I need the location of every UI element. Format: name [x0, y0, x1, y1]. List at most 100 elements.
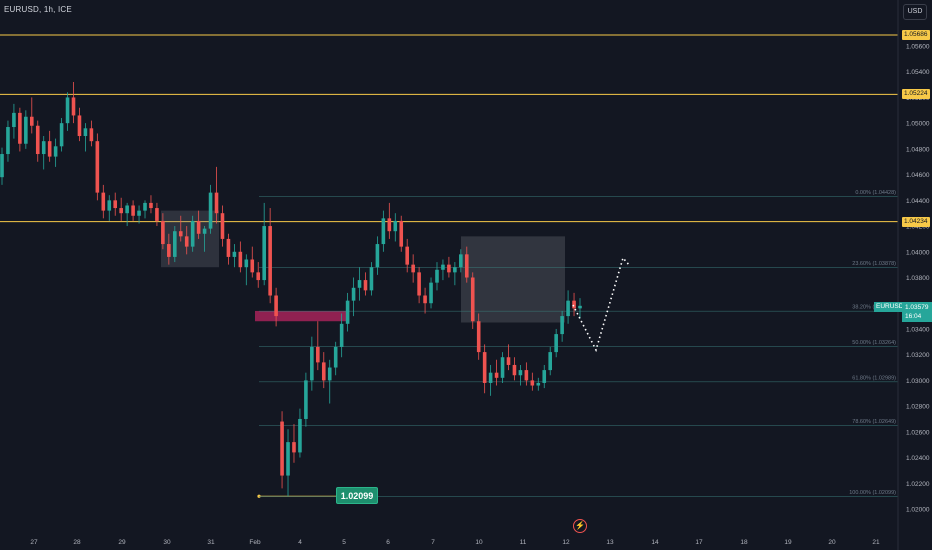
candle-body: [125, 205, 129, 214]
candle: [542, 364, 547, 389]
candle-body: [143, 202, 147, 211]
candle: [286, 429, 290, 497]
fib-level-label: 100.00% (1.02099): [849, 490, 896, 496]
candle: [441, 259, 445, 281]
candle-body: [53, 146, 58, 157]
candle-body: [351, 287, 356, 301]
candle-body: [339, 323, 344, 347]
candle: [369, 262, 374, 296]
candle: [572, 292, 576, 317]
symbol-tag: EURUSD: [874, 302, 906, 312]
time-tick-label: 17: [695, 539, 703, 546]
candle: [41, 136, 46, 170]
candle: [83, 123, 88, 152]
candle-body: [411, 264, 415, 273]
time-tick-label: 7: [431, 539, 435, 546]
candle-body: [190, 220, 195, 247]
candle-body: [202, 228, 207, 234]
candle: [578, 298, 582, 319]
candle: [488, 364, 493, 396]
time-tick-label: 28: [73, 539, 81, 546]
candle: [399, 215, 404, 252]
time-tick-label: 4: [298, 539, 302, 546]
candle-body: [12, 112, 16, 128]
candle-body: [310, 346, 314, 381]
candle-body: [482, 352, 487, 383]
candle: [178, 215, 183, 242]
candle: [47, 130, 52, 162]
candle-body: [470, 277, 475, 322]
time-axis: 27 28 29 30 31 Feb 4 5 6 7 10 11 12 13 14 17 18 19 20 21: [30, 539, 880, 546]
candle-body: [548, 352, 553, 371]
price-tick-label: 1.04000: [906, 249, 930, 256]
imbalance-zone: [255, 310, 347, 322]
candle: [393, 213, 398, 242]
candle: [196, 210, 201, 239]
symbol-title[interactable]: EURUSD, 1h, ICE: [4, 5, 72, 14]
currency-button[interactable]: USD: [903, 4, 927, 20]
projection-path: [572, 256, 631, 353]
candle-body: [107, 200, 112, 211]
candle: [18, 107, 22, 152]
candle-body: [333, 346, 338, 368]
candle: [119, 197, 123, 221]
candle: [131, 200, 135, 221]
candle: [464, 246, 469, 283]
candle-body: [0, 154, 4, 178]
candle-body: [77, 115, 82, 137]
candle: [95, 133, 100, 201]
candle: [447, 256, 451, 278]
candle: [363, 272, 368, 296]
candle-body: [536, 382, 541, 386]
time-tick-label: 31: [207, 539, 215, 546]
candle-body: [119, 208, 123, 214]
price-tick-label: 1.05000: [906, 121, 930, 128]
candle: [327, 359, 332, 404]
price-tick-label: 1.04800: [906, 146, 930, 153]
candle: [321, 352, 326, 389]
candle-body: [304, 380, 308, 419]
candle-body: [506, 357, 511, 365]
candle: [423, 287, 427, 314]
candle-body: [24, 116, 28, 144]
candle: [476, 313, 481, 360]
candle-body: [530, 380, 535, 386]
candle-body: [399, 220, 404, 247]
candle: [143, 200, 147, 219]
candle-body: [161, 220, 165, 245]
candle: [155, 202, 159, 227]
candle-body: [518, 370, 523, 376]
candle-body: [435, 269, 439, 283]
candle-body: [250, 259, 255, 273]
candle: [184, 226, 189, 255]
candle: [161, 213, 165, 250]
candle: [107, 195, 112, 221]
time-tick-label: 29: [118, 539, 126, 546]
candles: [0, 82, 582, 497]
candle-body: [178, 231, 183, 237]
candle-body: [167, 244, 171, 257]
candle: [482, 344, 487, 394]
replay-icon[interactable]: ⚡: [573, 519, 587, 533]
candle: [333, 341, 338, 376]
candle: [351, 277, 356, 317]
candle-body: [268, 226, 272, 296]
candle: [6, 120, 10, 162]
candle-body: [369, 267, 374, 291]
candle-body: [447, 264, 451, 273]
candle-body: [184, 236, 189, 247]
candle: [268, 208, 272, 304]
candle: [202, 226, 207, 252]
time-tick-label: 6: [386, 539, 390, 546]
price-tick-label: 1.05400: [906, 69, 930, 76]
candle-body: [429, 282, 433, 304]
candle-body: [47, 141, 52, 157]
candle: [405, 238, 409, 273]
candle-body: [488, 372, 493, 383]
candle-body: [149, 202, 153, 209]
candle: [435, 262, 439, 291]
candle: [500, 352, 505, 383]
candle: [59, 118, 64, 152]
candle-body: [453, 267, 457, 273]
